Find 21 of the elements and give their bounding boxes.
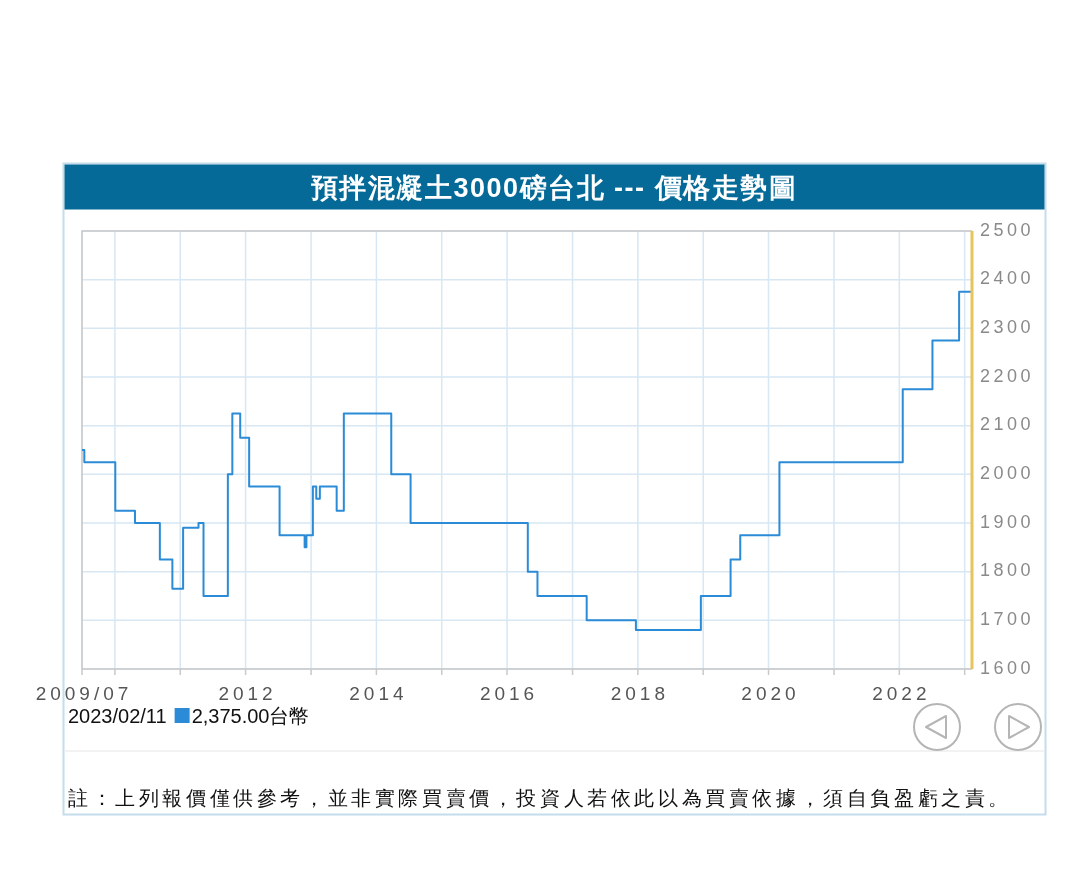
y-tick-label: 1900 xyxy=(980,511,1035,532)
y-tick-label: 2400 xyxy=(980,268,1035,289)
text: 2023/02/11 xyxy=(68,705,167,727)
text: 2,375.00台幣 xyxy=(191,705,310,727)
y-tick-label: 2200 xyxy=(980,365,1035,386)
x-tick-label: 2020 xyxy=(741,683,800,704)
x-tick-label: 2016 xyxy=(479,683,539,704)
y-tick-label: 1700 xyxy=(980,609,1035,630)
y-tick-label: 2500 xyxy=(980,219,1035,240)
x-tick-label: 2012 xyxy=(218,683,277,704)
chart-title: 預拌混凝土3000磅台北 --- 價格走勢圖 xyxy=(309,173,798,203)
y-tick-label: 1600 xyxy=(980,657,1035,678)
y-tick-label: 2100 xyxy=(980,414,1035,435)
y-tick-label: 2300 xyxy=(980,317,1035,338)
x-tick-label: 2022 xyxy=(872,683,931,704)
y-tick-label: 2000 xyxy=(980,463,1035,484)
text: 註：上列報價僅供參考，並非實際買賣價，投資人若依此以為買賣依據，須自負盈虧之責。 xyxy=(68,787,1012,809)
y-tick-label: 1800 xyxy=(980,560,1035,581)
x-tick-label: 2018 xyxy=(610,683,670,704)
x-tick-label: 2014 xyxy=(349,683,408,704)
x-tick-label: 2009/07 xyxy=(35,683,133,704)
